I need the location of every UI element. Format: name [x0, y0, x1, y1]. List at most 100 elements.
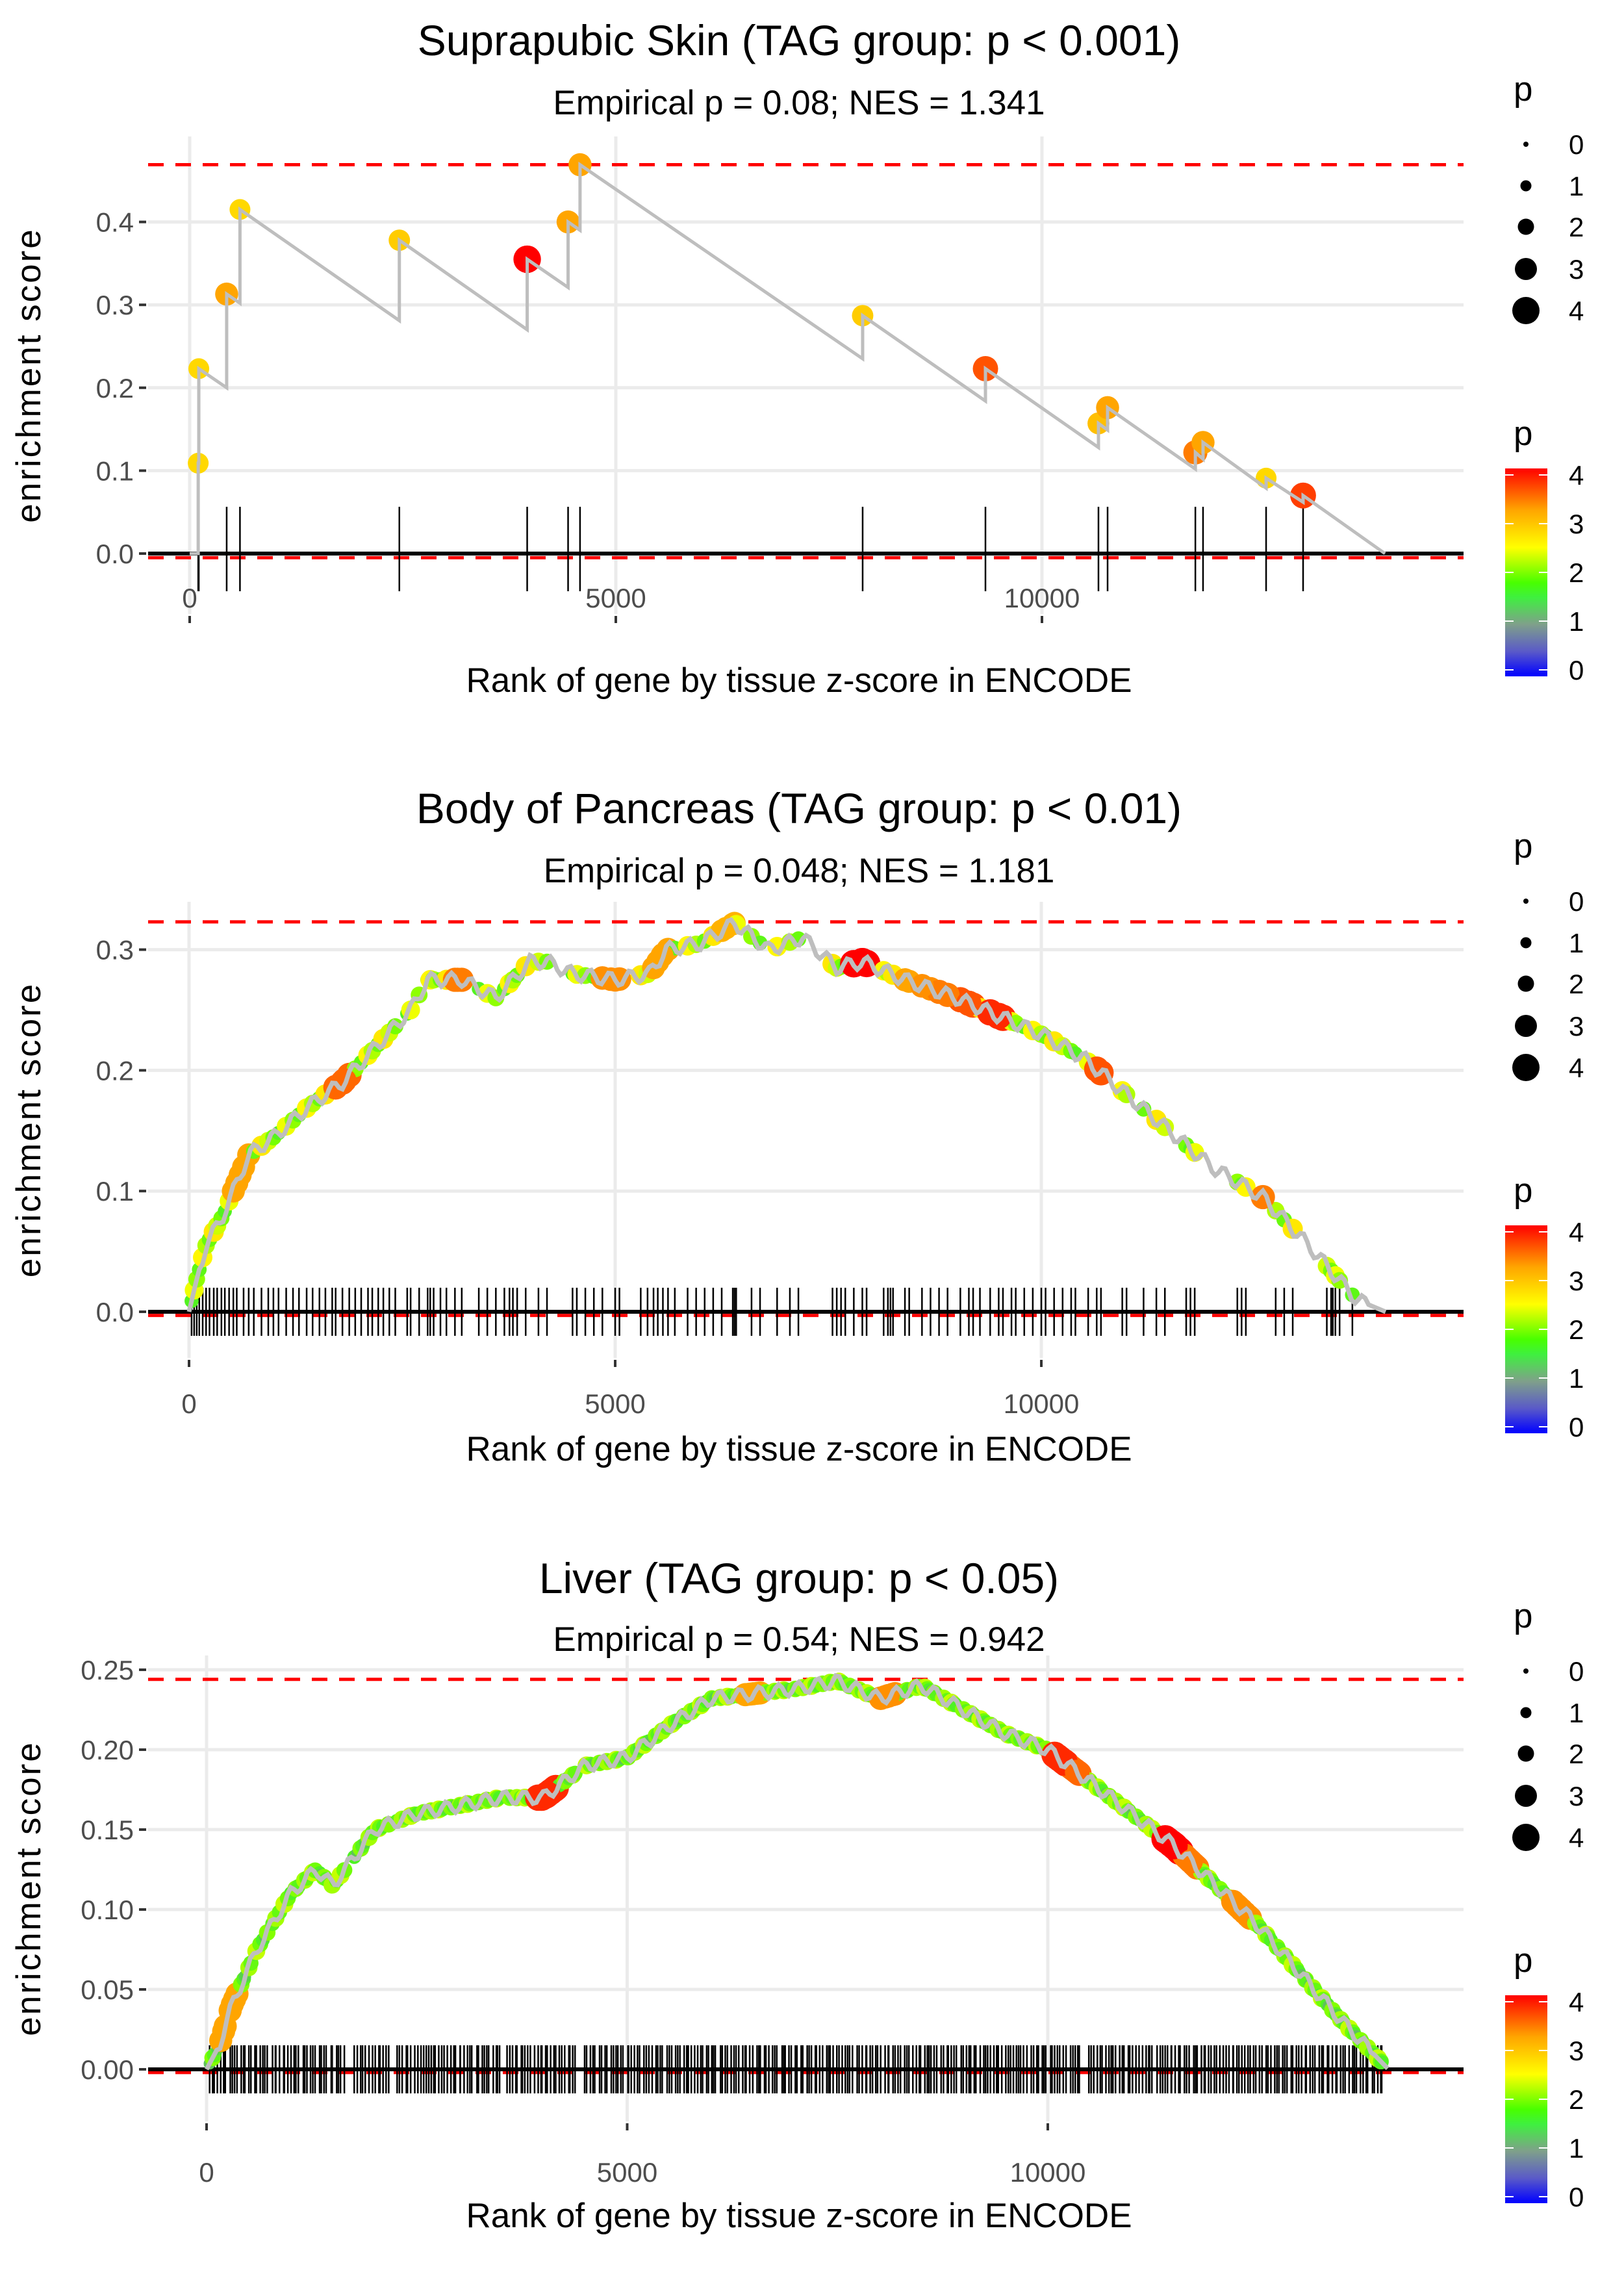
size-legend-key	[1512, 1824, 1540, 1851]
enrichment-curve	[204, 1672, 1389, 2071]
size-legend-label: 1	[1569, 171, 1584, 201]
colorbar-label: 3	[1569, 509, 1584, 539]
size-legend-label: 3	[1569, 1781, 1584, 1811]
size-legend-title: p	[1514, 827, 1532, 865]
color-legend: p 4 3 2 1 0	[1505, 1941, 1584, 2212]
colorbar-label: 1	[1569, 1363, 1584, 1394]
size-legend-label: 0	[1569, 1656, 1584, 1687]
x-axis-title: Rank of gene by tissue z-score in ENCODE	[466, 2197, 1132, 2235]
size-legend-key	[1523, 899, 1529, 904]
enrichment-curve	[190, 161, 1386, 556]
chart-panel-body-of-pancreas: Body of Pancreas (TAG group: p < 0.01) Em…	[10, 784, 1584, 1468]
x-axis-title: Rank of gene by tissue z-score in ENCODE	[466, 1430, 1132, 1468]
y-tick-label: 0.1	[96, 1176, 134, 1207]
colorbar-label: 3	[1569, 1266, 1584, 1296]
size-legend-label: 4	[1569, 1822, 1584, 1853]
size-legend-label: 1	[1569, 928, 1584, 958]
y-tick-label: 0.1	[96, 455, 134, 486]
colorbar-label: 0	[1569, 655, 1584, 685]
chart-title: Suprapubic Skin (TAG group: p < 0.001)	[418, 16, 1181, 64]
size-legend-key	[1512, 1054, 1540, 1081]
size-legend: p 0 1 2 3 4	[1512, 1597, 1584, 1853]
color-legend: p 4 3 2 1 0	[1505, 415, 1584, 685]
size-legend-label: 0	[1569, 886, 1584, 917]
size-legend-title: p	[1514, 1597, 1532, 1635]
size-legend-label: 2	[1569, 1739, 1584, 1769]
x-tick-label: 10000	[1004, 583, 1080, 613]
x-tick-label: 10000	[1004, 1388, 1080, 1419]
x-tick-label: 5000	[597, 2157, 657, 2188]
color-legend: p 4 3 2 1 0	[1505, 1171, 1584, 1442]
x-tick-label: 0	[199, 2157, 214, 2188]
size-legend-title: p	[1514, 70, 1532, 109]
colorbar-label: 2	[1569, 1314, 1584, 1345]
chart-subtitle: Empirical p = 0.08; NES = 1.341	[553, 84, 1045, 122]
y-tick-label: 0.0	[96, 1297, 134, 1327]
chart-subtitle: Empirical p = 0.54; NES = 0.942	[553, 1620, 1045, 1659]
x-tick-label: 0	[181, 1388, 196, 1419]
y-tick-label: 0.4	[96, 207, 134, 238]
chart-title: Body of Pancreas (TAG group: p < 0.01)	[416, 784, 1182, 832]
colorbar-label: 2	[1569, 2084, 1584, 2115]
colorbar-label: 0	[1569, 1412, 1584, 1442]
y-tick-label: 0.2	[96, 1055, 134, 1086]
y-axis-title: enrichment score	[10, 1741, 48, 2036]
x-axis-title: Rank of gene by tissue z-score in ENCODE	[466, 661, 1132, 700]
color-legend-title: p	[1514, 415, 1532, 453]
size-legend-label: 3	[1569, 254, 1584, 285]
size-legend-key	[1515, 1015, 1537, 1037]
x-tick-label: 5000	[585, 1388, 645, 1419]
size-legend-label: 2	[1569, 969, 1584, 999]
y-tick-label: 0.20	[81, 1735, 134, 1765]
size-legend-key	[1520, 1707, 1532, 1718]
size-legend-key	[1512, 297, 1540, 324]
color-legend-title: p	[1514, 1941, 1532, 1980]
colorbar-label: 2	[1569, 557, 1584, 588]
chart-subtitle: Empirical p = 0.048; NES = 1.181	[544, 852, 1055, 890]
size-legend-label: 3	[1569, 1011, 1584, 1041]
size-legend-key	[1515, 1785, 1537, 1807]
y-tick-label: 0.00	[81, 2054, 134, 2085]
y-tick-label: 0.05	[81, 1974, 134, 2005]
size-legend-label: 0	[1569, 129, 1584, 160]
size-legend-key	[1515, 258, 1537, 280]
y-tick-label: 0.2	[96, 373, 134, 403]
size-legend-key	[1517, 218, 1534, 235]
colorbar-label: 1	[1569, 606, 1584, 637]
colorbar-label: 3	[1569, 2036, 1584, 2066]
y-tick-label: 0.15	[81, 1815, 134, 1845]
size-legend-key	[1520, 937, 1532, 949]
size-legend-key	[1520, 180, 1532, 192]
color-legend-title: p	[1514, 1171, 1532, 1210]
size-legend-key	[1523, 1668, 1529, 1674]
size-legend: p 0 1 2 3 4	[1512, 827, 1584, 1083]
size-legend-key	[1517, 975, 1534, 992]
chart-panel-suprapubic-skin: Suprapubic Skin (TAG group: p < 0.001) Em…	[10, 16, 1584, 700]
colorbar-label: 4	[1569, 1987, 1584, 2017]
y-axis-title: enrichment score	[10, 982, 48, 1278]
size-legend-label: 1	[1569, 1698, 1584, 1728]
x-tick-label: 0	[182, 583, 197, 613]
size-legend: p 0 1 2 3 4	[1512, 70, 1584, 326]
size-legend-label: 4	[1569, 296, 1584, 326]
y-tick-label: 0.0	[96, 539, 134, 569]
colorbar-label: 1	[1569, 2133, 1584, 2164]
size-legend-key	[1523, 142, 1529, 147]
x-tick-label: 5000	[585, 583, 646, 613]
size-legend-label: 2	[1569, 212, 1584, 242]
colorbar-label: 4	[1569, 460, 1584, 491]
x-tick-label: 10000	[1010, 2157, 1086, 2188]
y-tick-label: 0.3	[96, 935, 134, 965]
y-tick-label: 0.3	[96, 290, 134, 320]
chart-panel-liver: Liver (TAG group: p < 0.05) Empirical p =…	[10, 1554, 1584, 2235]
chart-title: Liver (TAG group: p < 0.05)	[539, 1554, 1059, 1602]
y-axis-title: enrichment score	[10, 227, 48, 523]
size-legend-label: 4	[1569, 1053, 1584, 1083]
y-tick-label: 0.25	[81, 1655, 134, 1685]
colorbar-label: 4	[1569, 1217, 1584, 1247]
colorbar-label: 0	[1569, 2182, 1584, 2212]
size-legend-key	[1517, 1745, 1534, 1762]
y-tick-label: 0.10	[81, 1895, 134, 1925]
enrichment-curve	[186, 917, 1387, 1314]
